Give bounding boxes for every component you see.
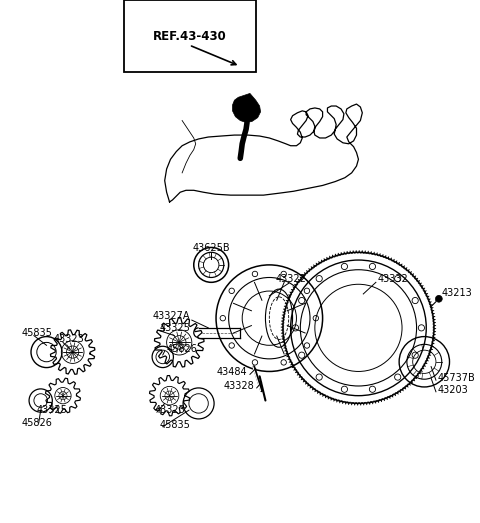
Text: REF.43-430: REF.43-430 (153, 30, 227, 43)
Text: 43322: 43322 (275, 275, 306, 285)
Text: 45835: 45835 (21, 328, 52, 338)
Text: 43328: 43328 (223, 381, 254, 391)
Text: 45826: 45826 (167, 344, 197, 354)
Text: 43323: 43323 (53, 335, 84, 345)
Text: 43625B: 43625B (192, 243, 230, 254)
Circle shape (435, 295, 442, 302)
Polygon shape (232, 94, 261, 122)
Text: 45835: 45835 (160, 420, 191, 430)
Text: 43203: 43203 (438, 385, 468, 395)
Text: 45826: 45826 (21, 418, 52, 428)
Text: 43323: 43323 (155, 405, 186, 415)
Text: 43484: 43484 (216, 368, 247, 378)
Text: 43325: 43325 (160, 323, 191, 333)
Text: 43327A: 43327A (152, 311, 190, 321)
Text: 43332: 43332 (378, 275, 408, 285)
Text: 43325: 43325 (37, 405, 68, 415)
Text: 45737B: 45737B (438, 373, 476, 383)
Text: 43213: 43213 (442, 288, 472, 298)
